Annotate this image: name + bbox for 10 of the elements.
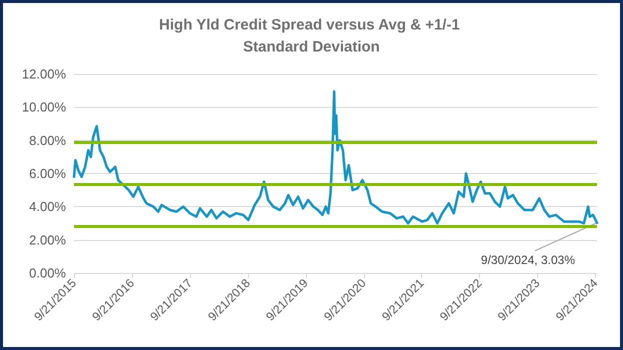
y-tick-label: 4.00%	[29, 199, 66, 214]
y-tick-label: 0.00%	[29, 266, 66, 280]
y-tick-label: 8.00%	[29, 132, 66, 148]
y-tick-label: 10.00%	[22, 100, 66, 115]
annotation: 9/30/2024, 3.03%	[480, 252, 576, 267]
line-series	[72, 90, 598, 224]
chart-title: High Yld Credit Spread versus Avg & +1/-1 Standard Deviation	[159, 16, 464, 56]
y-tick-label: 2.00%	[29, 232, 66, 248]
y-tick-label: 6.00%	[29, 166, 66, 181]
y-tick-label: 12.00%	[22, 66, 66, 82]
